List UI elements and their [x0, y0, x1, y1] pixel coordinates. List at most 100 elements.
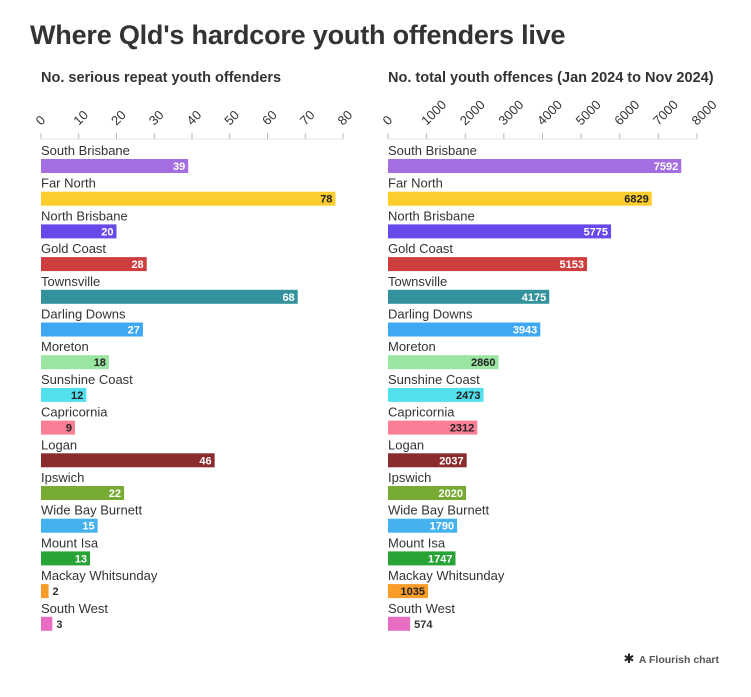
left-value-label: 18 — [94, 357, 106, 369]
right-value-label: 5775 — [584, 226, 608, 238]
right-value-label: 6829 — [624, 194, 648, 206]
right-category-label: Moreton — [388, 339, 436, 354]
left-bar[interactable] — [41, 191, 336, 206]
left-bar[interactable] — [41, 355, 109, 370]
right-tick-label: 2000 — [457, 97, 488, 128]
left-bar[interactable] — [41, 289, 298, 304]
right-category-label: Mount Isa — [388, 535, 446, 550]
left-tick-label: 80 — [335, 107, 356, 128]
right-value-label: 3943 — [513, 325, 537, 337]
right-bar[interactable] — [388, 322, 541, 337]
right-value-label: 1035 — [400, 586, 424, 598]
flourish-star-icon: ✱ — [623, 651, 635, 666]
left-bar[interactable] — [41, 322, 143, 337]
right-bar[interactable] — [388, 518, 458, 533]
right-category-label: Far North — [388, 176, 443, 191]
right-bar[interactable] — [388, 289, 550, 304]
left-category-label: Wide Bay Burnett — [41, 503, 143, 518]
right-value-label: 1790 — [430, 521, 454, 533]
right-category-label: Mackay Whitsunday — [388, 568, 505, 583]
right-tick-label: 8000 — [689, 97, 720, 128]
left-tick-label: 20 — [108, 107, 129, 128]
left-category-label: South Brisbane — [41, 143, 130, 158]
flourish-credit[interactable]: ✱ A Flourish chart — [623, 651, 719, 667]
left-bar[interactable] — [41, 486, 125, 500]
left-value-label: 2 — [53, 586, 59, 598]
right-category-label: Townsville — [388, 274, 447, 289]
left-category-label: Townsville — [41, 274, 100, 289]
right-category-label: Sunshine Coast — [388, 372, 480, 387]
left-category-label: Ipswich — [41, 470, 84, 485]
right-value-label: 2473 — [456, 390, 480, 402]
left-value-label: 15 — [82, 521, 94, 533]
right-category-label: Capricornia — [388, 405, 455, 420]
left-panel-title: No. serious repeat youth offenders — [41, 70, 282, 86]
left-value-label: 68 — [282, 292, 294, 304]
left-bar[interactable] — [41, 257, 147, 272]
right-bar[interactable] — [388, 159, 682, 173]
left-category-label: Darling Downs — [41, 307, 126, 322]
flourish-credit-text: A Flourish chart — [638, 654, 719, 666]
right-bar[interactable] — [388, 453, 467, 468]
left-bar[interactable] — [41, 584, 49, 599]
right-bar[interactable] — [388, 257, 588, 272]
left-category-label: North Brisbane — [41, 208, 128, 223]
right-panel-title: No. total youth offences (Jan 2024 to No… — [388, 70, 714, 86]
right-value-label: 5153 — [560, 259, 584, 271]
left-bar[interactable] — [41, 420, 75, 435]
right-category-label: Darling Downs — [388, 307, 473, 322]
right-bar[interactable] — [388, 355, 499, 370]
left-bar[interactable] — [41, 453, 215, 468]
left-bar[interactable] — [41, 387, 87, 402]
left-bar[interactable] — [41, 551, 91, 566]
left-category-label: Logan — [41, 437, 77, 452]
left-category-label: Capricornia — [41, 405, 108, 420]
right-value-label: 2020 — [439, 488, 463, 500]
left-value-label: 28 — [131, 259, 143, 271]
left-tick-label: 50 — [221, 107, 242, 128]
right-category-label: Ipswich — [388, 470, 431, 485]
left-category-label: Mount Isa — [41, 535, 99, 550]
right-tick-label: 6000 — [611, 97, 642, 128]
chart-title: Where Qld's hardcore youth offenders liv… — [30, 20, 566, 50]
right-value-label: 1747 — [428, 553, 452, 565]
right-category-label: South Brisbane — [388, 143, 477, 158]
left-category-label: Sunshine Coast — [41, 372, 133, 387]
right-bar[interactable] — [388, 486, 467, 500]
right-category-label: Gold Coast — [388, 241, 453, 256]
left-category-label: Mackay Whitsunday — [41, 568, 158, 583]
left-value-label: 39 — [173, 161, 185, 173]
right-bar[interactable] — [388, 551, 456, 566]
right-bar[interactable] — [388, 191, 652, 206]
right-tick-label: 7000 — [650, 97, 681, 128]
left-bar[interactable] — [41, 518, 98, 533]
left-bar[interactable] — [41, 224, 117, 239]
right-category-label: Logan — [388, 437, 424, 452]
right-bar[interactable] — [388, 584, 428, 599]
right-tick-label: 1000 — [418, 97, 449, 128]
left-tick-label: 40 — [184, 107, 205, 128]
left-tick-label: 30 — [146, 107, 167, 128]
left-category-label: Moreton — [41, 339, 89, 354]
left-value-label: 9 — [66, 423, 72, 435]
right-bar[interactable] — [388, 420, 478, 435]
right-value-label: 7592 — [654, 161, 678, 173]
right-tick-label: 5000 — [573, 97, 604, 128]
left-bar[interactable] — [41, 159, 189, 173]
left-tick-label: 60 — [259, 107, 280, 128]
left-value-label: 20 — [101, 226, 113, 238]
left-value-label: 13 — [75, 553, 87, 565]
right-bar[interactable] — [388, 387, 484, 402]
right-bar[interactable] — [388, 616, 411, 631]
left-value-label: 46 — [199, 455, 211, 467]
left-bar[interactable] — [41, 616, 53, 631]
right-category-label: North Brisbane — [388, 208, 475, 223]
right-bar[interactable] — [388, 224, 612, 239]
right-category-label: Wide Bay Burnett — [388, 503, 490, 518]
left-value-label: 27 — [128, 325, 140, 337]
left-value-label: 78 — [320, 194, 332, 206]
right-tick-label: 4000 — [534, 97, 565, 128]
right-value-label: 4175 — [522, 292, 546, 304]
left-value-label: 12 — [71, 390, 83, 402]
